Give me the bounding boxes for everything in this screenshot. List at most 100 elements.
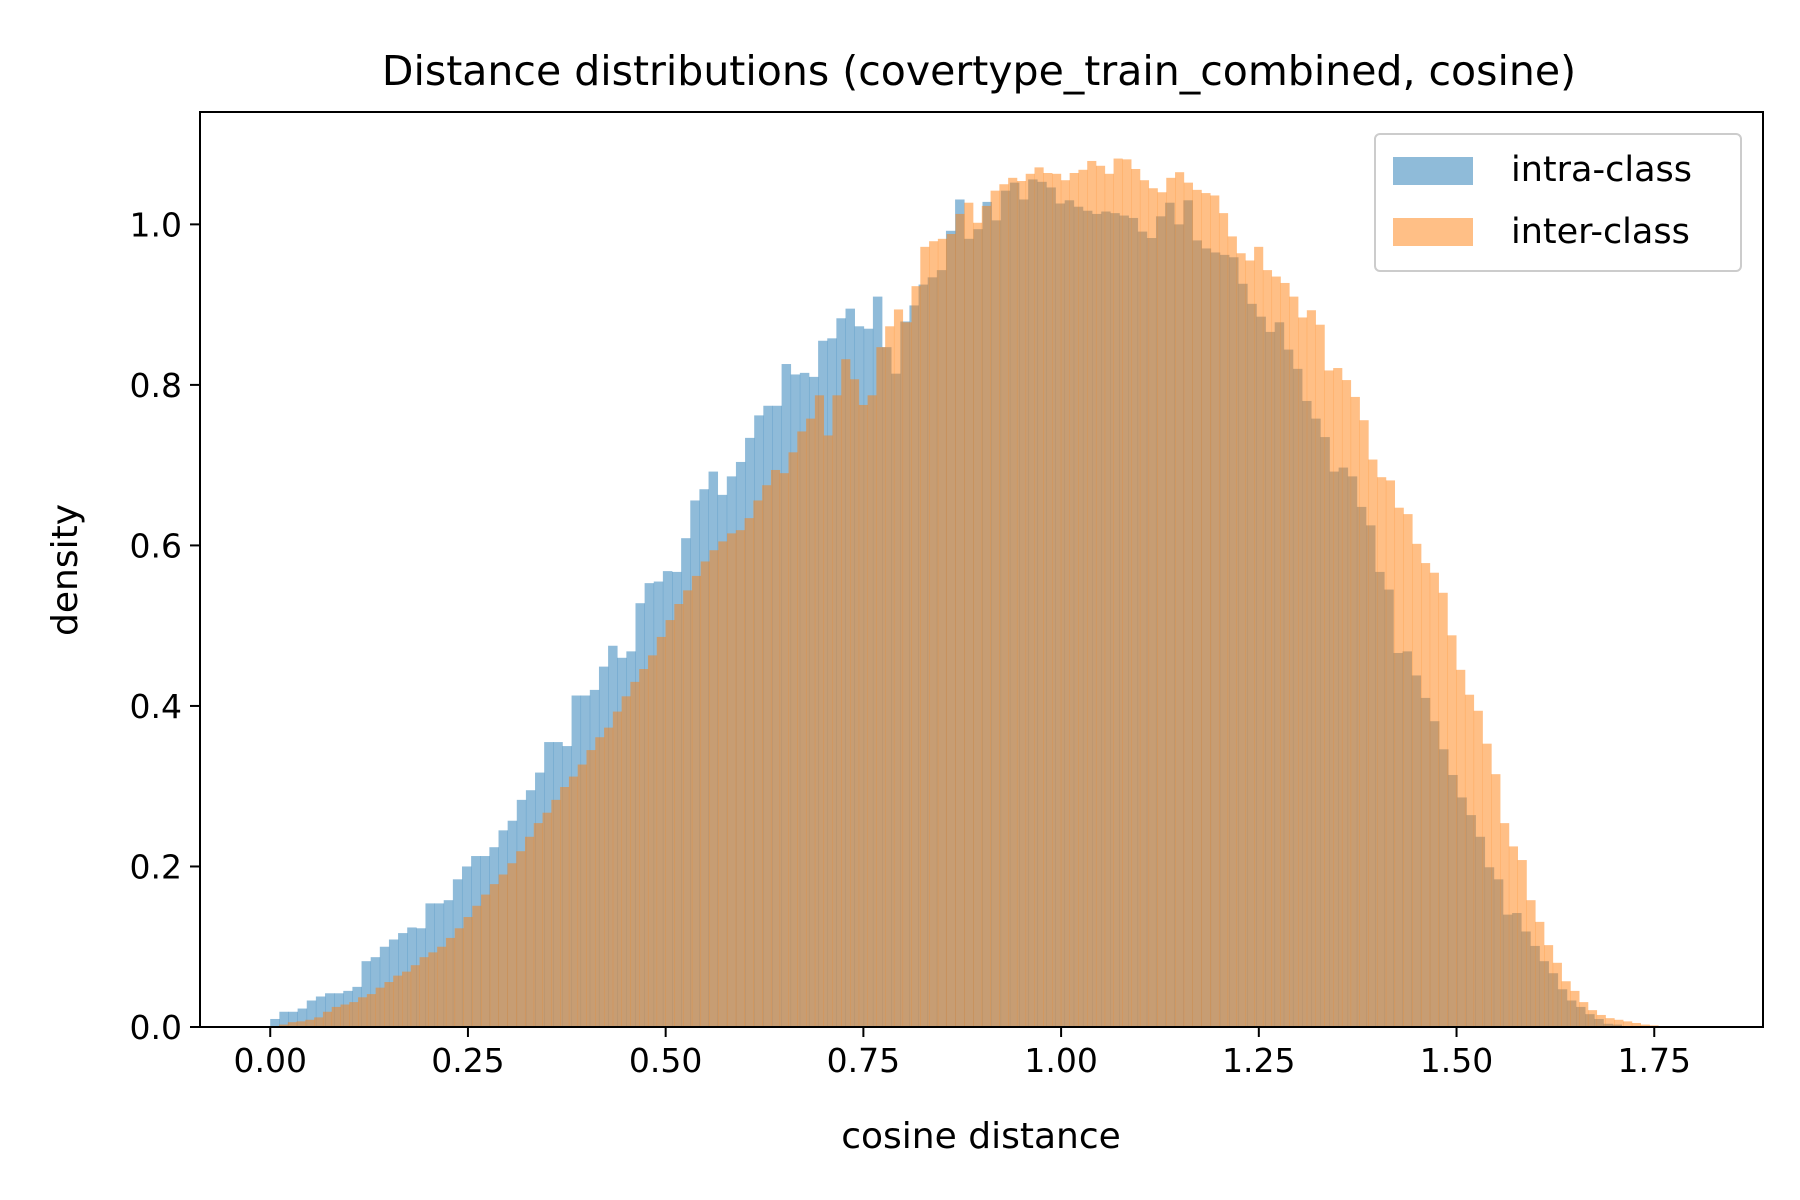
inter-class-bar bbox=[366, 994, 376, 1027]
inter-class-bar bbox=[1482, 743, 1492, 1027]
y-axis: 0.0 0.2 0.4 0.6 0.8 1.0 bbox=[130, 205, 200, 1047]
inter-class-bar bbox=[1614, 1019, 1624, 1027]
inter-class-bar bbox=[893, 309, 904, 1027]
inter-class-bar bbox=[568, 776, 579, 1027]
inter-class-bar bbox=[797, 431, 807, 1027]
legend-label-intra-class: intra-class bbox=[1511, 150, 1692, 190]
inter-class-bar bbox=[349, 1002, 359, 1027]
inter-class-bar bbox=[727, 533, 737, 1027]
inter-class-bar bbox=[1280, 282, 1290, 1028]
inter-class-bar bbox=[1421, 563, 1431, 1027]
inter-class-bar bbox=[586, 750, 596, 1027]
inter-class-bar bbox=[305, 1019, 315, 1027]
inter-class-bar bbox=[700, 561, 710, 1027]
inter-class-bar bbox=[1218, 213, 1229, 1027]
inter-class-bar bbox=[946, 234, 956, 1027]
inter-class-bar bbox=[1500, 823, 1510, 1027]
inter-class-bar bbox=[1236, 253, 1246, 1027]
x-tick-label: 1.75 bbox=[1618, 1041, 1691, 1080]
inter-class-bar bbox=[1526, 900, 1536, 1027]
x-tick-label: 1.25 bbox=[1222, 1041, 1295, 1080]
inter-class-bar bbox=[929, 241, 939, 1028]
inter-class-bar bbox=[1341, 380, 1352, 1028]
inter-class-bar bbox=[419, 957, 429, 1027]
x-tick-label: 0.25 bbox=[431, 1041, 504, 1080]
inter-class-bar bbox=[867, 395, 877, 1028]
inter-class-bar bbox=[1640, 1024, 1650, 1027]
intra-class-bar bbox=[288, 1011, 298, 1027]
inter-class-bar bbox=[1025, 173, 1035, 1028]
intra-class-bar bbox=[370, 957, 381, 1027]
inter-class-bar bbox=[1623, 1021, 1633, 1027]
inter-class-bar bbox=[1122, 159, 1132, 1028]
inter-class-bar bbox=[1113, 158, 1123, 1028]
inter-class-bar bbox=[1060, 180, 1070, 1028]
inter-class-bar bbox=[1210, 195, 1220, 1028]
inter-class-bar bbox=[1166, 177, 1176, 1027]
inter-class-bar bbox=[402, 971, 412, 1027]
inter-class-bar bbox=[1394, 507, 1404, 1027]
inter-class-bar bbox=[498, 874, 508, 1027]
inter-class-bar bbox=[481, 894, 491, 1027]
y-tick-label: 0.0 bbox=[130, 1008, 182, 1047]
inter-class-bar bbox=[630, 681, 640, 1027]
x-tick-label: 0.50 bbox=[629, 1041, 702, 1080]
x-tick-label: 0.00 bbox=[233, 1041, 306, 1080]
inter-class-bar bbox=[876, 347, 886, 1027]
inter-class-bar bbox=[683, 590, 693, 1027]
inter-class-bar bbox=[841, 359, 851, 1028]
inter-class-bar bbox=[1227, 236, 1237, 1027]
inter-class-bar bbox=[1473, 710, 1483, 1027]
plot-frame bbox=[199, 111, 1764, 1028]
inter-class-bar bbox=[1508, 846, 1518, 1027]
inter-class-bar bbox=[322, 1011, 333, 1027]
intra-class-bar bbox=[315, 996, 326, 1027]
inter-class-bar bbox=[437, 946, 447, 1027]
inter-class-bar bbox=[604, 727, 614, 1027]
inter-class-bar bbox=[1175, 172, 1185, 1027]
inter-class-bar bbox=[1438, 592, 1448, 1027]
inter-class-bar bbox=[1315, 324, 1325, 1027]
inter-class-bar bbox=[1596, 1014, 1606, 1027]
x-tick-label: 1.50 bbox=[1420, 1041, 1493, 1080]
inter-class-bar bbox=[964, 202, 974, 1027]
y-tick-label: 0.6 bbox=[130, 526, 182, 565]
inter-class-bar bbox=[1016, 181, 1027, 1027]
inter-class-bar bbox=[1104, 173, 1114, 1028]
inter-class-bar bbox=[1535, 921, 1545, 1027]
inter-class-bar bbox=[999, 184, 1009, 1028]
inter-class-bar bbox=[981, 205, 991, 1027]
inter-class-bar bbox=[973, 222, 983, 1027]
inter-class-bar bbox=[1359, 420, 1369, 1028]
inter-class-bar bbox=[814, 395, 825, 1028]
inter-class-bar bbox=[1544, 945, 1554, 1027]
inter-class-bar bbox=[718, 541, 728, 1027]
inter-class-bar bbox=[770, 469, 781, 1028]
inter-class-bar bbox=[472, 905, 482, 1027]
inter-class-bar bbox=[1192, 189, 1202, 1028]
inter-class-bar bbox=[296, 1021, 306, 1027]
inter-class-bar bbox=[806, 418, 816, 1027]
inter-class-bar bbox=[1579, 1002, 1589, 1027]
inter-class-bar bbox=[340, 1004, 350, 1027]
y-tick-label: 0.8 bbox=[130, 366, 182, 405]
inter-class-bar bbox=[1552, 962, 1562, 1027]
intra-class-bar bbox=[325, 993, 335, 1027]
inter-class-bar bbox=[1157, 192, 1167, 1027]
inter-class-bar bbox=[375, 987, 385, 1027]
legend-swatch-inter-class bbox=[1393, 218, 1473, 246]
inter-class-bar bbox=[1429, 572, 1439, 1027]
inter-class-bar bbox=[788, 452, 798, 1027]
inter-class-bar bbox=[1324, 370, 1334, 1027]
inter-class-bar bbox=[516, 851, 526, 1027]
inter-class-bar bbox=[533, 823, 543, 1027]
inter-class-bar bbox=[1570, 990, 1580, 1027]
y-tick-label: 0.2 bbox=[130, 847, 182, 886]
inter-class-bar bbox=[1491, 774, 1501, 1027]
inter-class-bar bbox=[1368, 459, 1378, 1027]
inter-class-bar bbox=[1587, 1010, 1598, 1027]
inter-class-bar bbox=[1289, 296, 1299, 1027]
inter-class-bar bbox=[911, 286, 921, 1027]
inter-class-bar bbox=[507, 863, 517, 1027]
